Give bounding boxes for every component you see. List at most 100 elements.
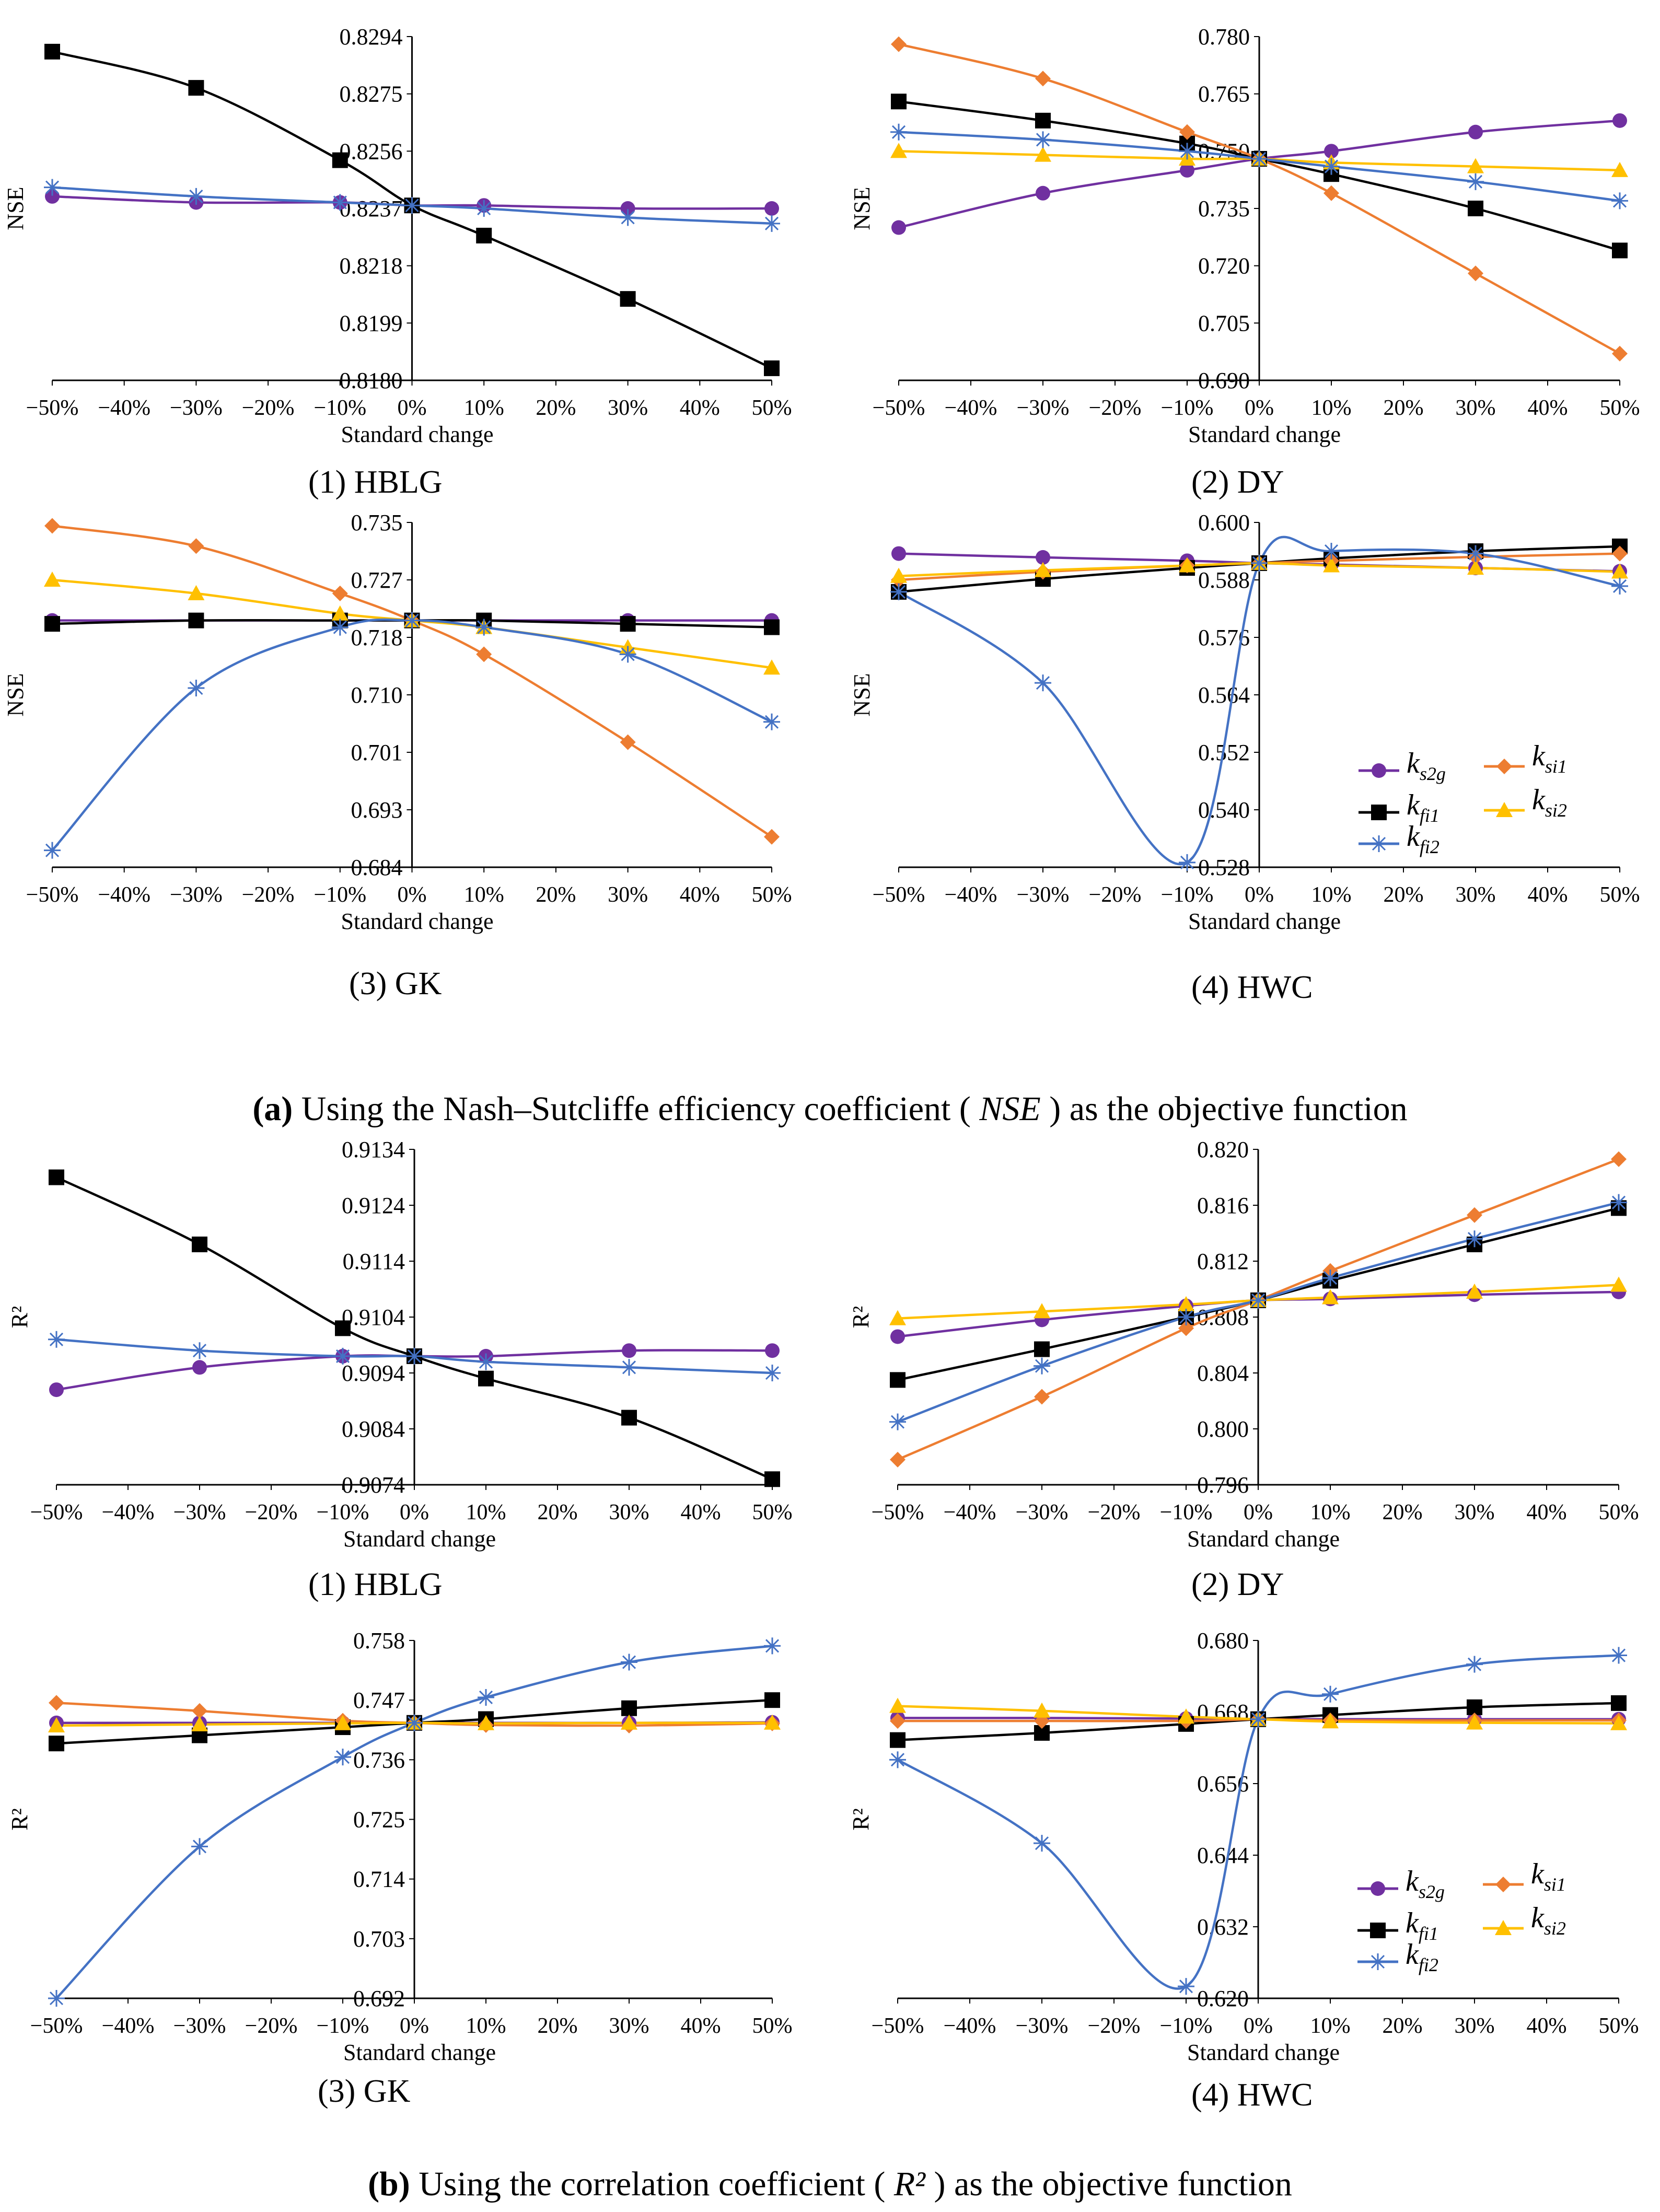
y-tick-label: 0.8275: [340, 82, 403, 107]
point-kfi2: [619, 646, 636, 663]
point-kfi1: [192, 1236, 207, 1252]
legend-label-ks2g: ks2g: [1406, 1865, 1445, 1902]
legend-marker-kfi2: [1371, 835, 1387, 852]
x-tick-label: 10%: [1311, 396, 1352, 420]
x-tick-label: −20%: [242, 396, 295, 420]
point-kfi1: [476, 227, 492, 243]
point-ksi2: [889, 1310, 906, 1325]
point-kfi2: [1466, 1656, 1483, 1673]
point-kfi2: [334, 1749, 351, 1766]
point-kfi1: [1467, 1699, 1482, 1715]
x-axis-title: Standard change: [341, 422, 494, 447]
x-tick-label: 0%: [400, 1500, 429, 1524]
legend-marker-ks2g: [1371, 1881, 1385, 1896]
y-tick-label: 0.8237: [340, 196, 403, 222]
point-kfi2: [1250, 1710, 1267, 1728]
legend-marker-ksi1: [1496, 759, 1512, 774]
x-tick-label: −40%: [945, 396, 997, 420]
chart-b4: −50% −40% −30% −20% −10% 0% 10% 20% 30% 40% 50% 0.6…: [848, 1628, 1639, 2065]
legend-marker-kfi1: [1371, 805, 1387, 820]
caption-a2: (2) DY: [1191, 464, 1284, 500]
y-tick-label: 0.714: [353, 1867, 405, 1892]
point-ksi2: [1323, 557, 1340, 573]
y-tick-label: 0.796: [1197, 1472, 1249, 1498]
point-kfi1: [332, 152, 348, 168]
point-ksi2: [764, 1714, 781, 1730]
point-ksi2: [1466, 1714, 1483, 1730]
point-ks2g: [1036, 550, 1050, 565]
x-tick-label: −10%: [1160, 2014, 1213, 2038]
y-tick-label: 0.564: [1198, 682, 1250, 708]
point-kfi2: [475, 619, 493, 636]
y-tick-label: 0.644: [1197, 1843, 1249, 1868]
point-kfi2: [406, 1347, 423, 1365]
y-tick-label: 0.735: [351, 510, 403, 535]
x-tick-label: 40%: [1527, 1500, 1567, 1524]
x-tick-label: 10%: [466, 1500, 506, 1524]
point-kfi2: [475, 200, 493, 217]
y-tick-label: 0.727: [351, 567, 403, 593]
x-tick-label: −20%: [245, 1500, 298, 1524]
point-ksi2: [621, 1714, 637, 1730]
section-b-text-before: Using the correlation coefficient (: [410, 2165, 894, 2203]
legend-label-kfi1: kfi1: [1406, 1907, 1438, 1944]
point-kfi2: [763, 713, 780, 730]
point-ksi2: [1611, 563, 1628, 579]
point-ksi2: [478, 1715, 494, 1730]
y-tick-label: 0.710: [351, 682, 403, 708]
point-kfi1: [890, 1372, 906, 1388]
y-tick-label: 0.736: [353, 1747, 405, 1773]
point-ks2g: [1324, 144, 1339, 159]
x-tick-label: −10%: [1160, 1500, 1213, 1524]
y-tick-label: 0.693: [351, 797, 403, 823]
point-kfi2: [48, 1990, 65, 2007]
y-tick-label: 0.765: [1198, 82, 1250, 107]
x-tick-label: −30%: [170, 883, 223, 907]
point-kfi2: [1034, 1835, 1050, 1852]
x-tick-label: −10%: [317, 1500, 369, 1524]
x-tick-label: −20%: [1089, 883, 1142, 907]
point-ks2g: [891, 220, 906, 235]
point-kfi2: [1610, 1194, 1627, 1211]
chart-b1: −50% −40% −30% −20% −10% 0% 10% 20% 30% 40% 50% 0.9…: [7, 1137, 793, 1552]
x-tick-label: 50%: [1600, 396, 1640, 420]
x-tick-label: −40%: [944, 2014, 996, 2038]
y-tick-label: 0.9114: [343, 1249, 405, 1274]
point-ksi2: [1611, 161, 1628, 177]
x-axis-title: Standard change: [1187, 1526, 1340, 1552]
point-kfi2: [478, 1353, 494, 1370]
x-tick-label: 30%: [1456, 883, 1496, 907]
point-ksi2: [1322, 1713, 1339, 1729]
point-ksi2: [191, 1716, 208, 1731]
point-kfi2: [1035, 131, 1051, 148]
x-tick-label: −40%: [945, 883, 997, 907]
x-tick-label: 50%: [1599, 2014, 1639, 2038]
section-a-text-before: Using the Nash–Sutcliffe efficiency coef…: [293, 1090, 980, 1128]
point-kfi2: [621, 1359, 637, 1376]
x-tick-label: −50%: [873, 396, 925, 420]
y-tick-label: 0.632: [1197, 1914, 1249, 1940]
point-kfi1: [620, 616, 636, 632]
x-tick-label: 40%: [680, 883, 720, 907]
x-tick-label: −20%: [245, 2014, 298, 2038]
point-ksi1: [49, 1695, 64, 1711]
point-ksi2: [334, 1715, 351, 1730]
x-tick-label: 40%: [680, 396, 720, 420]
point-kfi1: [188, 80, 204, 96]
chart-a2: −50% −40% −30% −20% −10% 0% 10% 20% 30% 40% 50% 0.6…: [849, 24, 1640, 447]
point-kfi1: [764, 1692, 780, 1708]
y-tick-label: 0.9134: [342, 1137, 405, 1162]
x-tick-label: 40%: [681, 2014, 721, 2038]
point-ksi1: [1611, 1151, 1627, 1167]
point-ksi1: [1179, 124, 1195, 140]
y-tick-label: 0.9074: [342, 1472, 405, 1498]
x-tick-label: 0%: [400, 2014, 429, 2038]
point-ksi2: [1322, 1289, 1339, 1305]
x-tick-label: 50%: [752, 396, 792, 420]
x-tick-label: −40%: [98, 396, 150, 420]
x-tick-label: −50%: [30, 1500, 83, 1524]
y-tick-label: 0.692: [353, 1986, 405, 2011]
x-tick-label: −10%: [314, 396, 366, 420]
